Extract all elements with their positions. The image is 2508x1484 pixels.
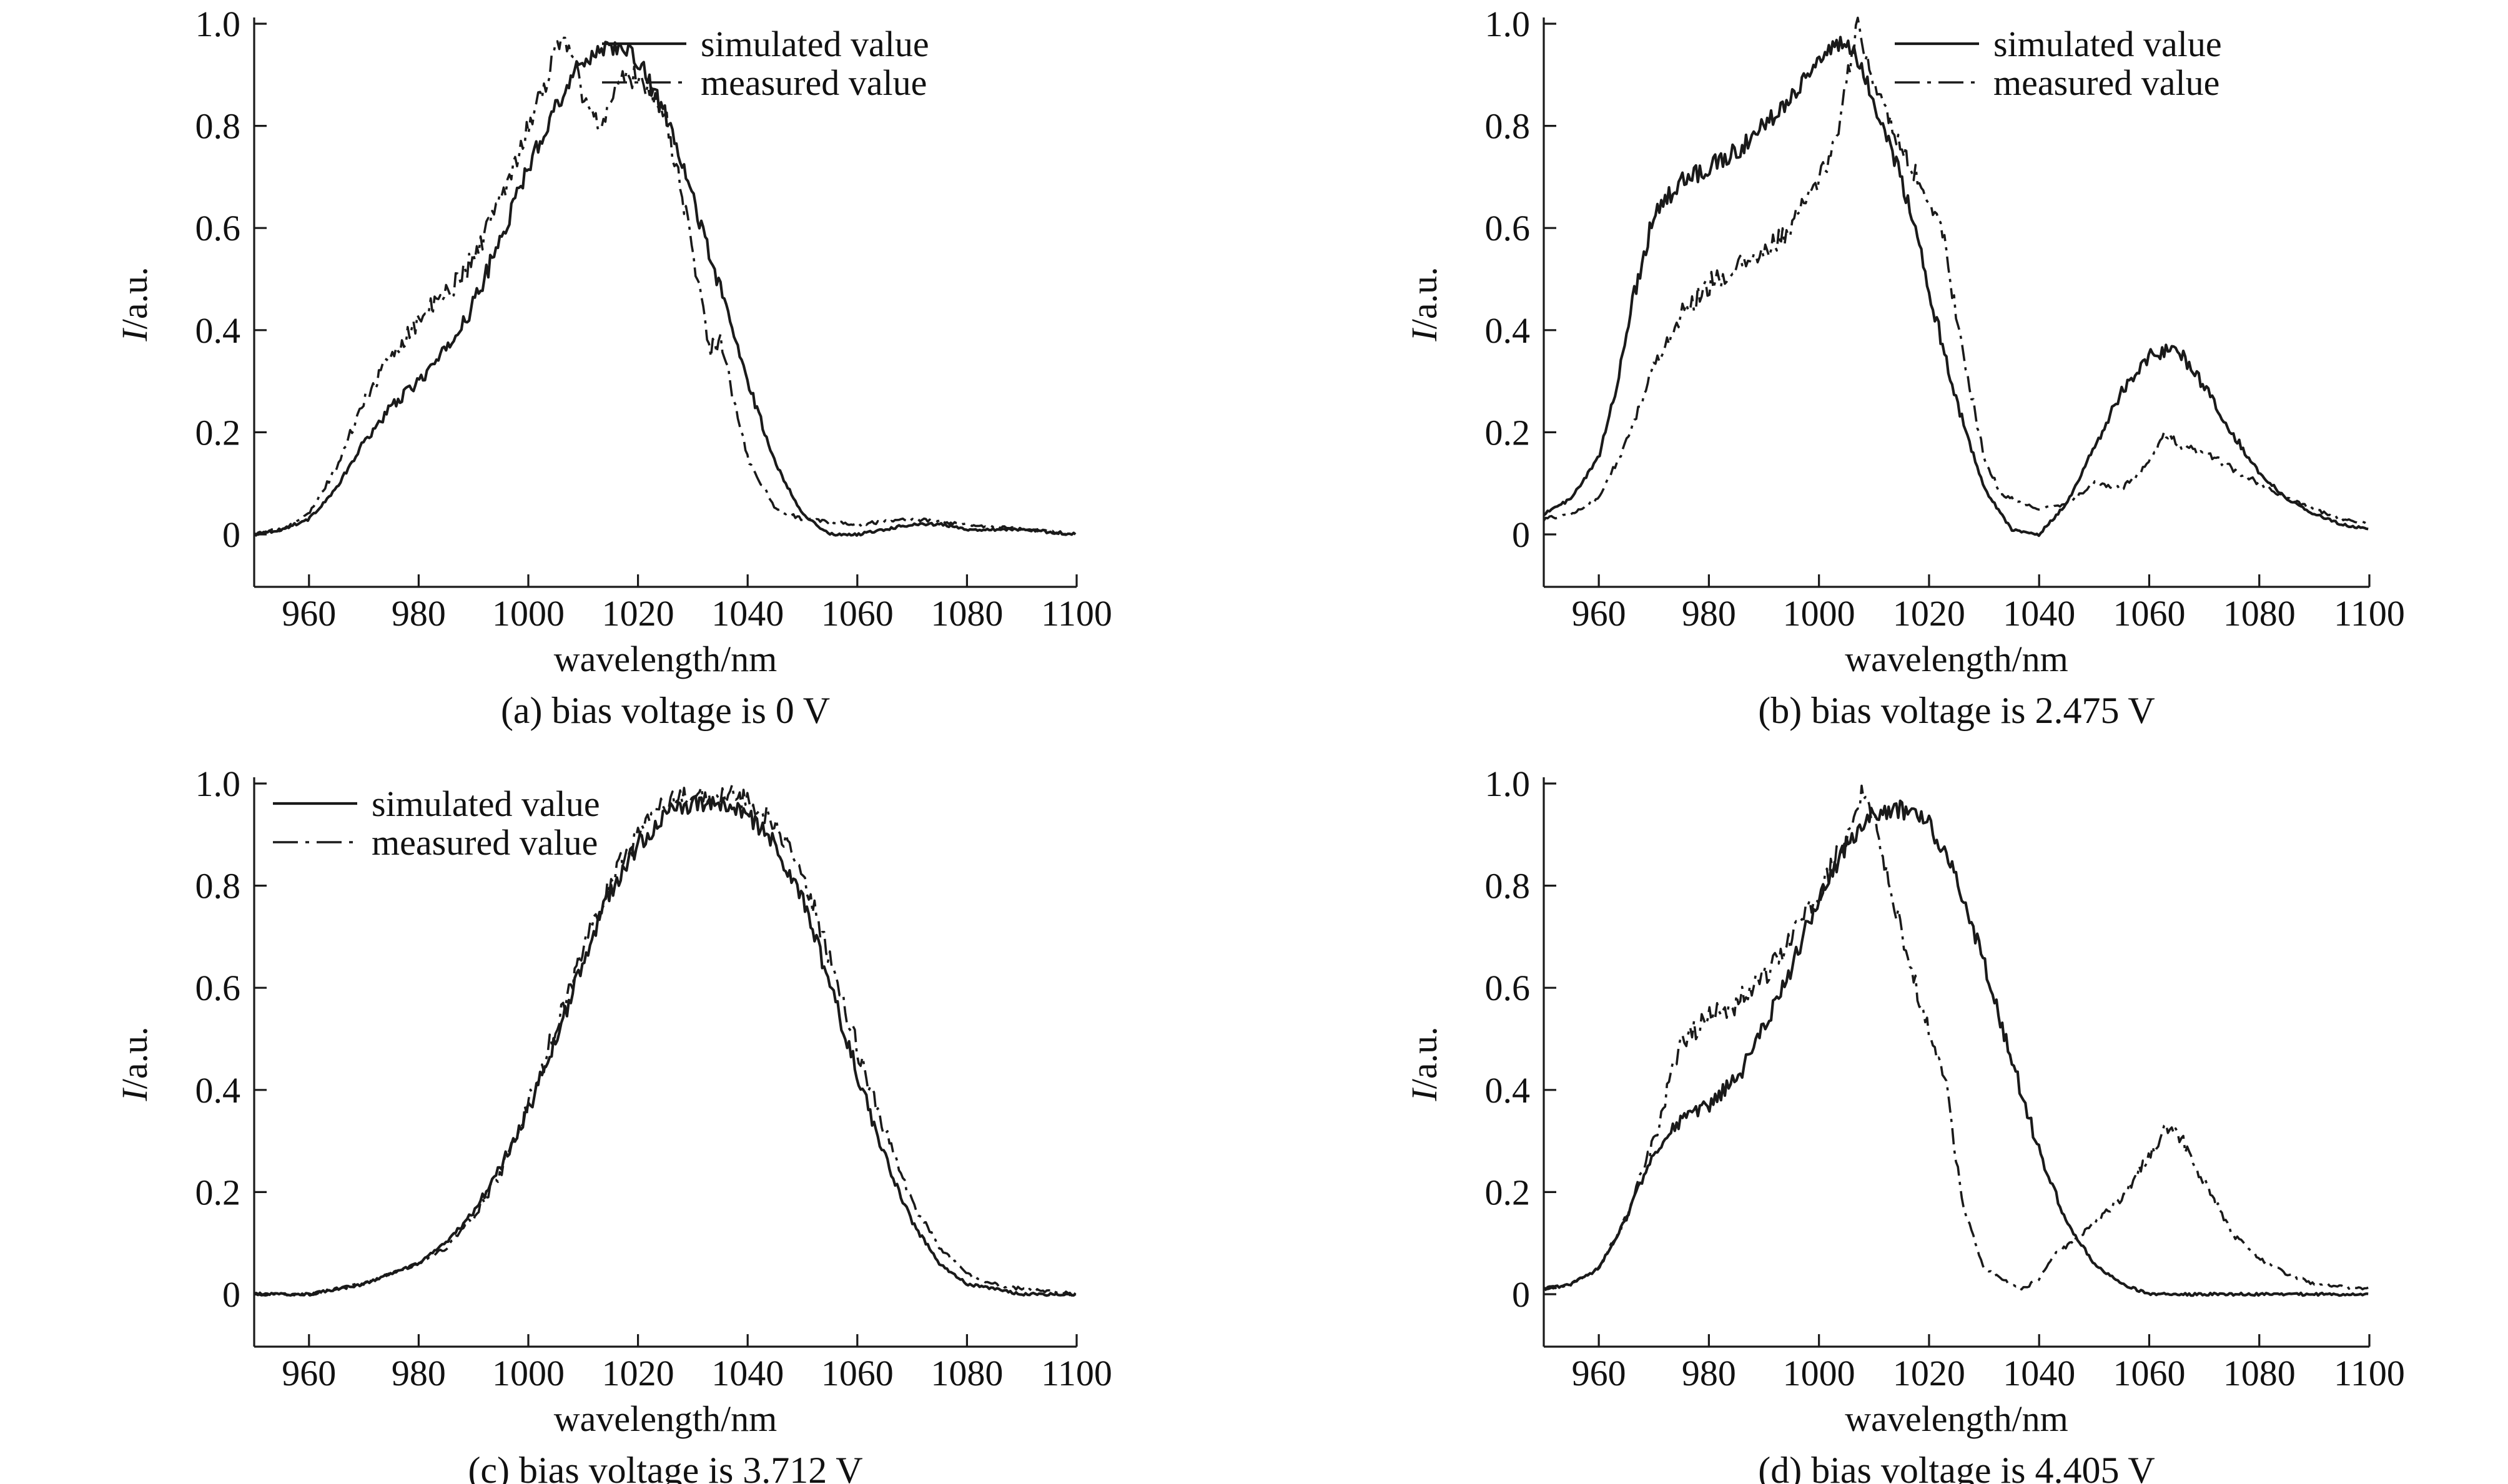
y-tick-label: 0 [1512,1274,1530,1315]
simulated-value-line [253,795,1077,1297]
y-tick-label: 1.0 [1485,764,1531,804]
chart-panel-b: 0 0.2 0.4 0.6 0.8 1.0 960 980 1000 1020 1040 1060 10… [1404,4,2405,731]
y-tick-label: 0 [222,514,240,555]
x-tick-label: 1060 [821,593,894,634]
chart-panel-d: 0 0.2 0.4 0.6 0.8 1.0 960 980 1000 1020 1040 1060 10… [1404,764,2405,1484]
x-tick-label: 1080 [931,593,1003,634]
x-tick-label: 980 [1682,593,1736,634]
x-tick-label: 1000 [492,593,565,634]
y-axis-title: I/a.u. [1404,1026,1444,1101]
y-tick-label: 0.4 [1485,310,1531,351]
panel-caption: (b) bias voltage is 2.475 V [1758,690,2155,731]
x-tick-label: 1040 [2003,593,2075,634]
x-tick-label: 1000 [1783,1353,1855,1393]
x-tick-label: 1060 [821,1353,894,1393]
measured-value-line [253,36,1076,537]
x-tick-label: 1100 [2334,593,2405,634]
x-axis-title: wavelength/nm [554,1398,778,1439]
x-tick-label: 1060 [2113,1353,2185,1393]
x-axis-title: wavelength/nm [1845,1398,2068,1439]
measured-value-line [254,784,1077,1297]
legend-label: measured value [372,822,598,863]
x-tick-label: 1020 [602,593,674,634]
x-axis-title: wavelength/nm [554,639,778,679]
y-tick-label: 1.0 [195,764,241,804]
y-tick-label: 0.6 [195,968,241,1008]
x-tick-label: 960 [282,593,336,634]
y-tick-label: 0.4 [195,1070,241,1111]
y-tick-label: 1.0 [195,4,241,44]
x-tick-label: 1040 [2003,1353,2075,1393]
y-tick-label: 0.8 [195,106,241,147]
y-axis-title: I/a.u. [114,1026,155,1101]
chart-panel-a: 0 0.2 0.4 0.6 0.8 1.0 960 980 1000 1020 1040 1060 10… [114,4,1112,731]
chart-panel-c: 0 0.2 0.4 0.6 0.8 1.0 960 980 1000 1020 1040 1060 10… [114,764,1112,1484]
x-tick-label: 960 [1572,1353,1626,1393]
y-tick-label: 0.2 [1485,1172,1531,1212]
y-tick-label: 0.2 [195,412,241,453]
x-axis-title: wavelength/nm [1845,639,2068,679]
y-tick-label: 0.8 [195,866,241,907]
x-tick-label: 1000 [1783,593,1855,634]
y-tick-label: 0.6 [1485,968,1531,1008]
x-tick-label: 1080 [2223,1353,2296,1393]
y-axis-title: I/a.u. [114,267,155,342]
panel-caption: (d) bias voltage is 4.405 V [1758,1450,2155,1484]
x-tick-label: 1020 [602,1353,674,1393]
panel-caption: (c) bias voltage is 3.712 V [468,1450,862,1484]
x-tick-label: 960 [282,1353,336,1393]
panel-caption: (a) bias voltage is 0 V [501,690,830,731]
y-tick-label: 0.4 [1485,1070,1531,1111]
x-tick-label: 1020 [1893,593,1965,634]
x-tick-label: 1000 [492,1353,565,1393]
y-tick-label: 0.4 [195,310,241,351]
legend-label: measured value [1993,62,2219,103]
x-tick-label: 1040 [711,1353,784,1393]
y-tick-label: 0 [222,1274,240,1315]
x-tick-label: 980 [1682,1353,1736,1393]
x-tick-label: 960 [1572,593,1626,634]
x-tick-label: 1080 [2223,593,2296,634]
legend-label: simulated value [372,784,600,824]
legend-label: simulated value [701,24,929,64]
simulated-value-line [1543,799,2369,1297]
x-tick-label: 1060 [2113,593,2185,634]
y-axis-title: I/a.u. [1404,267,1444,342]
x-tick-label: 1100 [1041,593,1112,634]
y-tick-label: 0.6 [195,208,241,248]
y-tick-label: 0.2 [1485,412,1531,453]
x-tick-label: 1040 [711,593,784,634]
y-tick-label: 0 [1512,514,1530,555]
y-tick-label: 1.0 [1485,4,1531,44]
x-tick-label: 1100 [2334,1353,2405,1393]
y-tick-label: 0.6 [1485,208,1531,248]
y-tick-label: 0.8 [1485,866,1531,907]
x-tick-label: 980 [392,593,446,634]
x-tick-label: 1100 [1041,1353,1112,1393]
legend-label: simulated value [1993,24,2222,64]
measured-value-line [1543,16,2369,525]
legend-label: measured value [701,62,927,103]
x-tick-label: 1080 [931,1353,1003,1393]
x-tick-label: 980 [392,1353,446,1393]
simulated-value-line [1543,36,2369,538]
y-tick-label: 0.8 [1485,106,1531,147]
y-tick-label: 0.2 [195,1172,241,1212]
measured-value-line [1543,784,2369,1291]
simulated-value-line [254,41,1077,537]
x-tick-label: 1020 [1893,1353,1965,1393]
